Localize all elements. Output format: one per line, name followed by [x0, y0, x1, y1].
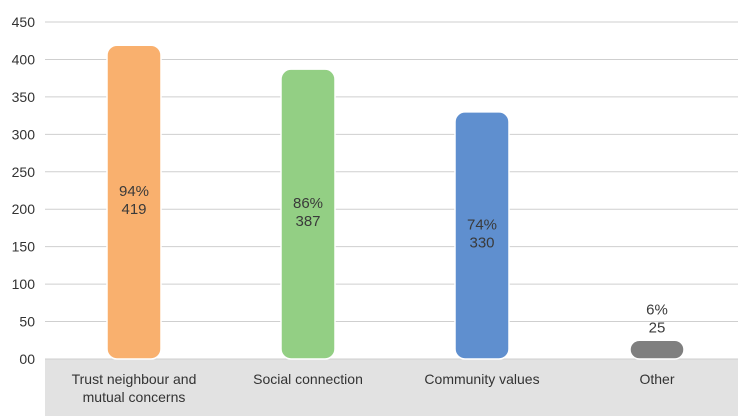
- y-tick-label: 00: [19, 351, 35, 367]
- y-tick-label: 200: [12, 201, 36, 217]
- category-label: Trust neighbour and: [72, 371, 197, 387]
- y-tick-label: 300: [12, 126, 36, 142]
- category-label: mutual concerns: [83, 389, 186, 405]
- bars: [106, 44, 685, 360]
- y-tick-label: 150: [12, 239, 36, 255]
- y-tick-label: 100: [12, 276, 36, 292]
- bar: [629, 339, 685, 360]
- y-tick-label: 450: [12, 14, 36, 30]
- bar: [106, 44, 162, 360]
- bar: [454, 111, 510, 360]
- bar-percent-label: 6%: [646, 301, 668, 318]
- category-label: Other: [639, 371, 674, 387]
- bar-value-label: 25: [649, 319, 666, 336]
- category-labels: Trust neighbour and mutual concerns Social…: [72, 371, 675, 405]
- bar-data-labels: 94%419 86%387 74%330 6%25: [119, 183, 668, 336]
- y-tick-label: 250: [12, 164, 36, 180]
- category-label: Community values: [424, 371, 539, 387]
- bar-percent-label: 74%: [467, 216, 497, 233]
- bar-value-label: 387: [295, 213, 320, 230]
- category-label: Social connection: [253, 371, 363, 387]
- category-axis-band: [45, 359, 738, 416]
- bar-value-label: 330: [469, 234, 494, 251]
- y-tick-label: 350: [12, 89, 36, 105]
- y-tick-label: 400: [12, 51, 36, 67]
- bar-percent-label: 86%: [293, 195, 323, 212]
- y-axis-tick-labels: 00 50 100 150 200 250 300 350 400 450: [12, 14, 36, 367]
- bar-value-label: 419: [121, 201, 146, 218]
- y-tick-label: 50: [19, 314, 35, 330]
- bar: [280, 68, 336, 360]
- bar-percent-label: 94%: [119, 183, 149, 200]
